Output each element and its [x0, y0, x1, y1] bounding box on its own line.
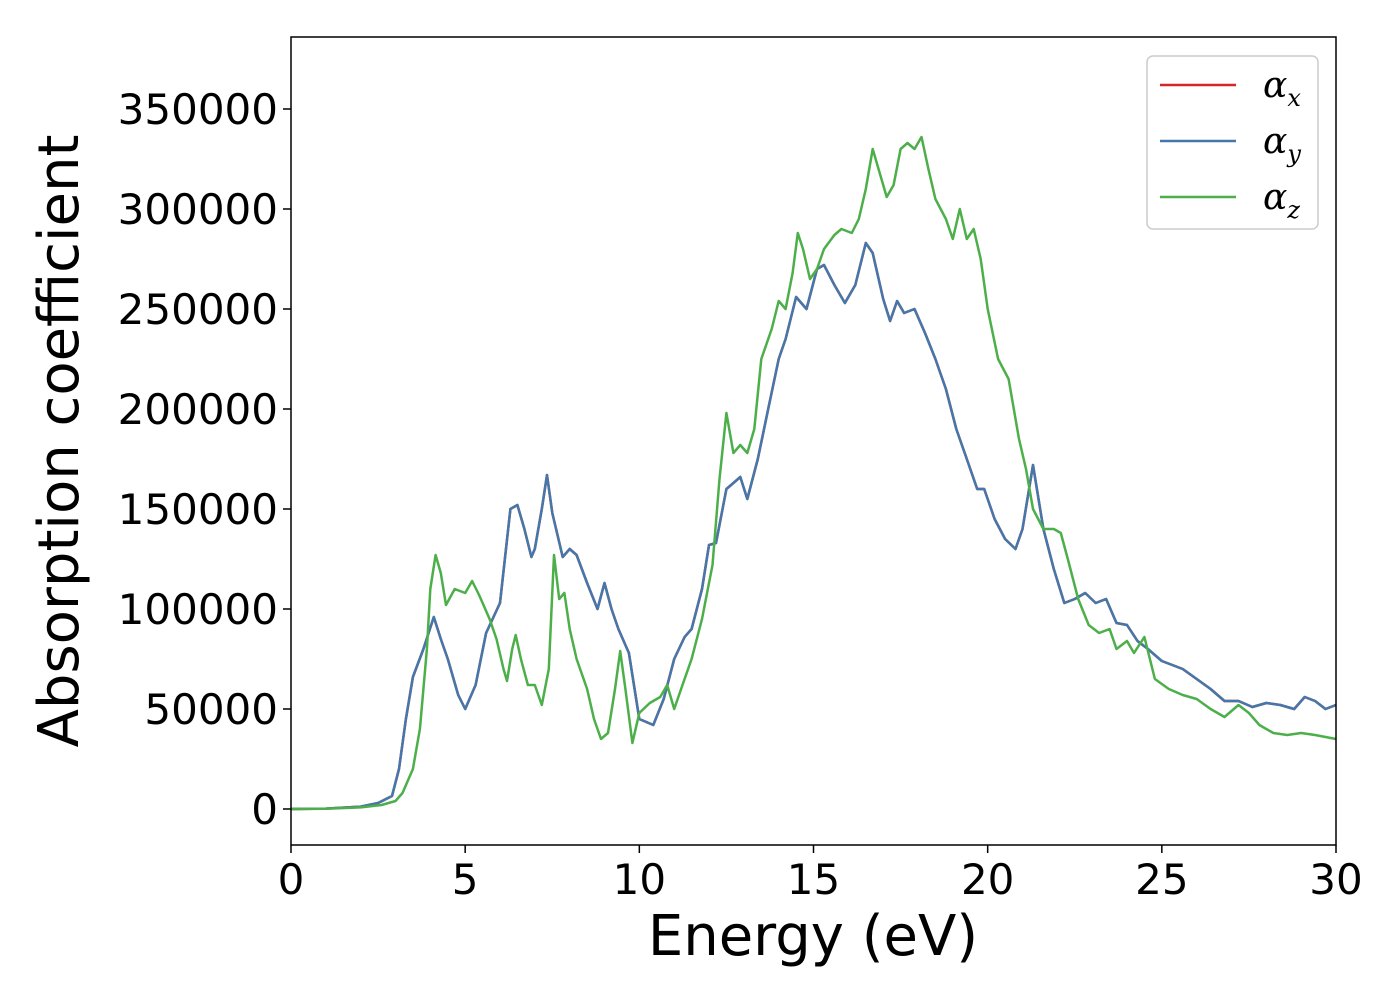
y-tick-label: 350000: [118, 85, 278, 134]
x-tick-label: 20: [961, 855, 1014, 904]
y-tick-label: 0: [251, 785, 278, 834]
x-tick-label: 0: [278, 855, 305, 904]
legend-subscript: y: [1286, 140, 1301, 168]
legend-subscript: x: [1287, 84, 1301, 112]
y-axis-ticks: 0 50000 100000 150000 200000 250000 300000 3500…: [118, 85, 291, 834]
legend-entry-2: αy: [1263, 121, 1301, 168]
legend-symbol: α: [1263, 177, 1287, 218]
legend-box: [1146, 55, 1319, 230]
x-tick-label: 10: [613, 855, 666, 904]
x-tick-label: 25: [1135, 855, 1188, 904]
y-tick-label: 150000: [118, 485, 278, 534]
x-tick-label: 15: [787, 855, 840, 904]
y-tick-label: 100000: [118, 585, 278, 634]
x-axis-ticks: 0 5 10 15 20 25 30: [278, 845, 1363, 904]
y-tick-label: 50000: [144, 685, 278, 734]
series-layer: [290, 135, 1337, 811]
y-tick-label: 250000: [118, 285, 278, 334]
series-line-2: [290, 241, 1337, 811]
y-tick-label: 300000: [118, 185, 278, 234]
legend-subscript: z: [1286, 196, 1300, 224]
series-line-3: [290, 135, 1337, 811]
y-axis-title: Absorption coefficient: [27, 135, 92, 748]
x-tick-label: 5: [452, 855, 479, 904]
series-line-1: [290, 241, 1337, 811]
legend-symbol: α: [1263, 65, 1287, 106]
legend-symbol: α: [1263, 121, 1287, 162]
x-axis-title: Energy (eV): [648, 904, 978, 969]
legend-entry-3: αz: [1263, 177, 1300, 224]
x-tick-label: 30: [1309, 855, 1362, 904]
legend-entry-1: αx: [1263, 65, 1301, 112]
y-tick-label: 200000: [118, 385, 278, 434]
